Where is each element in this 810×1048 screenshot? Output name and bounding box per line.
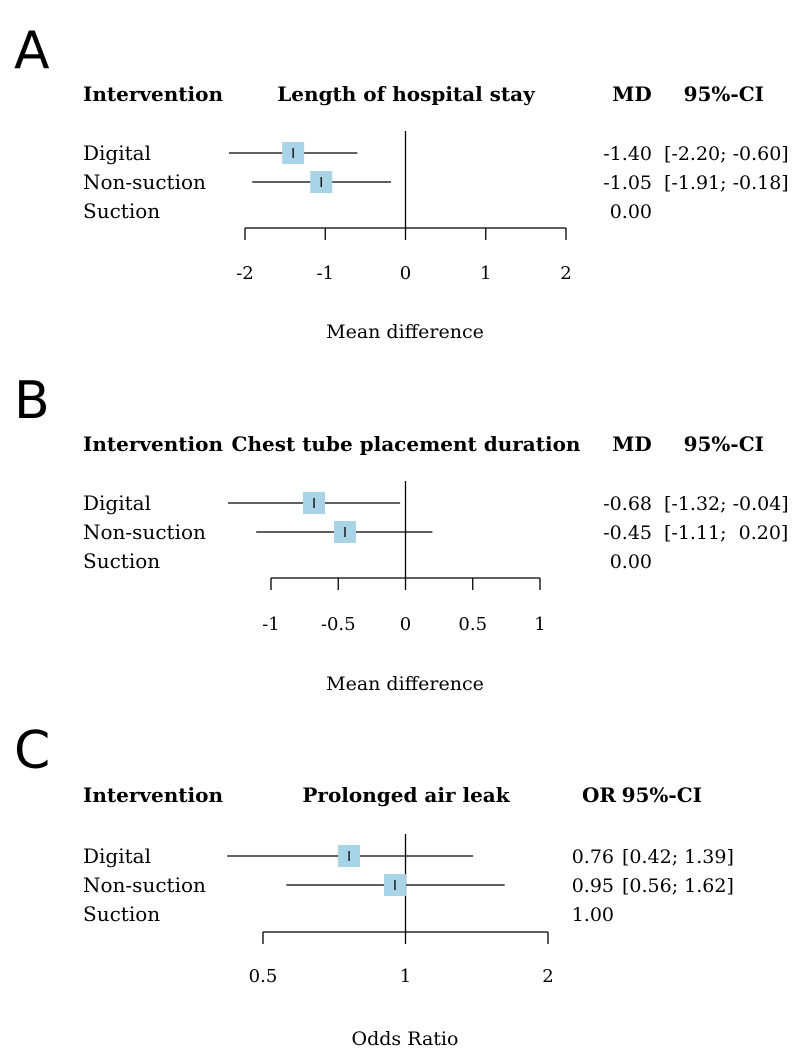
panel-b-tick-label-3: 0.5 [458, 614, 487, 635]
panel-b-row-suction-estimate-text: 0.00 [610, 551, 652, 573]
panel-b-tick-label-2: 0 [400, 614, 411, 635]
panel-b-tick-label-0: -1 [262, 614, 280, 635]
panel-a-tick-label-1: -1 [316, 263, 334, 284]
panel-c-x-axis-label: Odds Ratio [352, 1028, 459, 1048]
panel-a-title: Length of hospital stay [277, 82, 536, 106]
panel-c-row-digital-estimate-text: 0.76 [572, 846, 614, 868]
panel-a-row-non-suction-ci-text: [-1.91; -0.18] [664, 172, 789, 194]
panel-c-row-suction-label: Suction [83, 902, 160, 926]
panel-b-header-ci: 95%-CI [684, 432, 764, 456]
panel-c-row-non-suction-label: Non-suction [83, 873, 206, 897]
panel-a-letter: A [14, 21, 50, 81]
panel-c-row-non-suction-estimate-text: 0.95 [572, 875, 614, 897]
panel-a-tick-label-2: 0 [400, 263, 411, 284]
panel-a-row-suction-estimate-text: 0.00 [610, 201, 652, 223]
panel-b-row-non-suction-estimate-text: -0.45 [603, 522, 652, 544]
panel-a-x-axis-label: Mean difference [326, 321, 484, 343]
panel-b-row-non-suction-ci-text: [-1.11; 0.20] [664, 522, 788, 544]
panel-c-header-effect: OR [582, 783, 616, 807]
panel-b-x-axis-label: Mean difference [326, 673, 484, 695]
panel-c-tick-label-1: 1 [400, 966, 411, 987]
panel-b-tick-label-4: 1 [534, 614, 545, 635]
panel-a-tick-label-4: 2 [560, 263, 571, 284]
panel-c-row-digital-label: Digital [83, 844, 151, 868]
panel-a-row-non-suction-label: Non-suction [83, 170, 206, 194]
panel-c-header-intervention: Intervention [83, 783, 223, 807]
panel-b-header-effect: MD [612, 432, 651, 456]
panel-b-row-suction-label: Suction [83, 549, 160, 573]
panel-c-title: Prolonged air leak [302, 783, 510, 807]
panel-a-row-non-suction-estimate-text: -1.05 [603, 172, 652, 194]
panel-a-header-intervention: Intervention [83, 82, 223, 106]
panel-a-row-digital-ci-text: [-2.20; -0.60] [664, 143, 789, 165]
panel-a-header-effect: MD [612, 82, 651, 106]
panel-b-header-intervention: Intervention [83, 432, 223, 456]
panel-b-row-non-suction-label: Non-suction [83, 520, 206, 544]
panel-b-row-digital-ci-text: [-1.32; -0.04] [664, 493, 789, 515]
panel-c-tick-label-2: 2 [542, 966, 553, 987]
panel-c-row-suction-estimate-text: 1.00 [572, 904, 614, 926]
panel-b-letter: B [14, 371, 50, 431]
panel-b-title: Chest tube placement duration [232, 432, 581, 456]
panel-b-row-digital-label: Digital [83, 491, 151, 515]
panel-c-row-digital-ci-text: [0.42; 1.39] [622, 846, 734, 868]
panel-c-row-non-suction-ci-text: [0.56; 1.62] [622, 875, 734, 897]
panel-a-row-suction-label: Suction [83, 199, 160, 223]
panel-c-tick-label-0: 0.5 [249, 966, 278, 987]
panel-a-row-digital-label: Digital [83, 141, 151, 165]
panel-a-header-ci: 95%-CI [684, 82, 764, 106]
panel-b-tick-label-1: -0.5 [321, 614, 356, 635]
panel-b-row-digital-estimate-text: -0.68 [603, 493, 652, 515]
panel-c-header-ci: 95%-CI [622, 783, 702, 807]
panel-a-row-digital-estimate-text: -1.40 [603, 143, 652, 165]
panel-c-letter: C [14, 721, 50, 781]
panel-a-tick-label-0: -2 [236, 263, 254, 284]
panel-a-tick-label-3: 1 [480, 263, 491, 284]
